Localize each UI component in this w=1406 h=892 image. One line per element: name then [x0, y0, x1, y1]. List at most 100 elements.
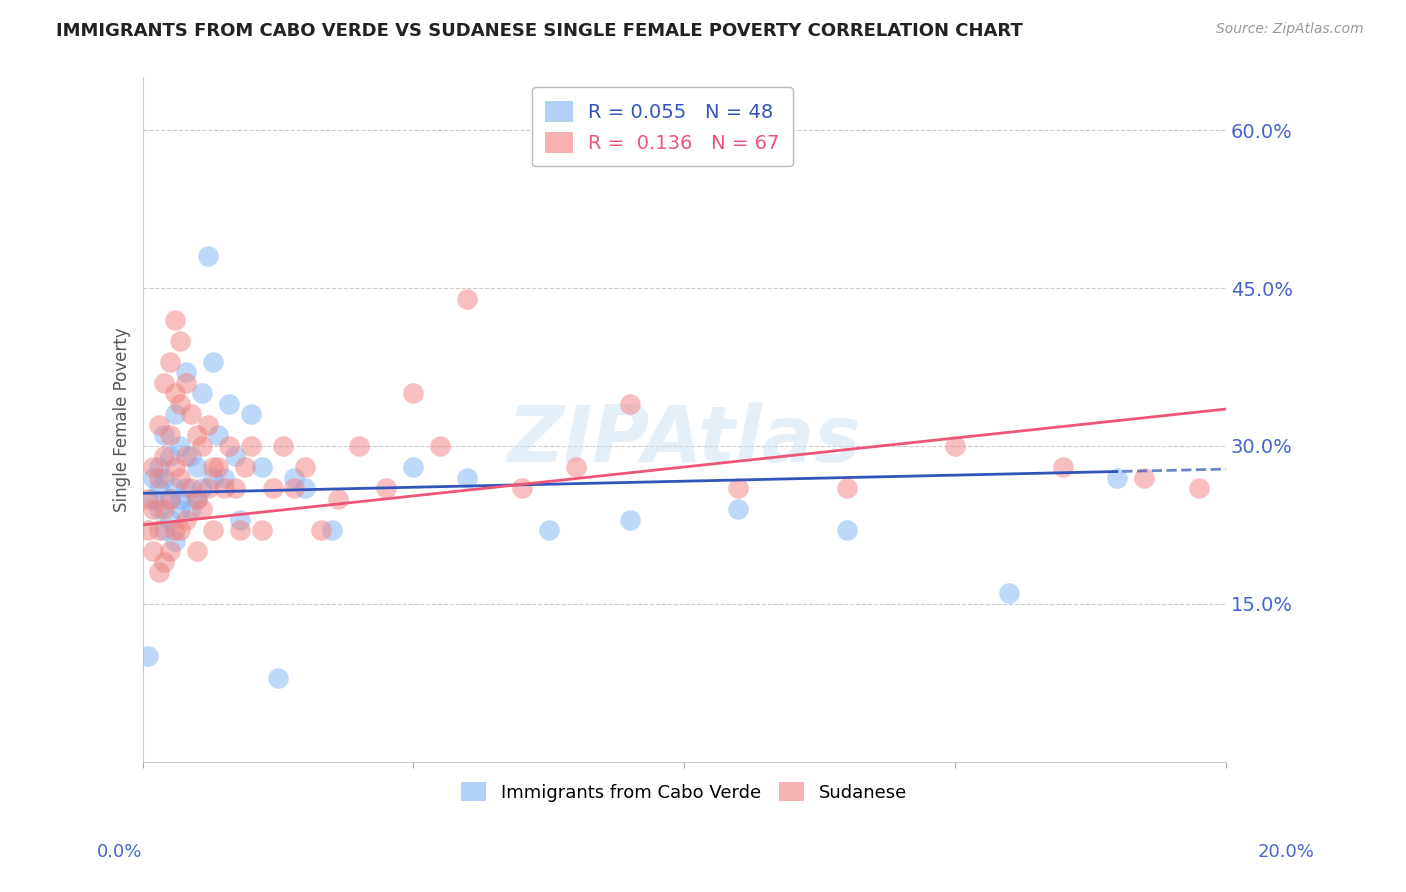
Text: 0.0%: 0.0% — [97, 843, 142, 861]
Point — [218, 397, 240, 411]
Point — [148, 502, 170, 516]
Point — [163, 386, 186, 401]
Legend: Immigrants from Cabo Verde, Sudanese: Immigrants from Cabo Verde, Sudanese — [449, 769, 920, 814]
Point — [218, 439, 240, 453]
Point — [148, 566, 170, 580]
Text: IMMIGRANTS FROM CABO VERDE VS SUDANESE SINGLE FEMALE POVERTY CORRELATION CHART: IMMIGRANTS FROM CABO VERDE VS SUDANESE S… — [56, 22, 1024, 40]
Point — [159, 544, 181, 558]
Point — [174, 481, 197, 495]
Point — [294, 481, 316, 495]
Point — [163, 533, 186, 548]
Point — [250, 460, 273, 475]
Point — [224, 450, 246, 464]
Point — [197, 417, 219, 432]
Point — [159, 491, 181, 506]
Point — [148, 523, 170, 537]
Text: ZIPAtlas: ZIPAtlas — [508, 402, 860, 478]
Point — [239, 439, 262, 453]
Point — [201, 460, 224, 475]
Point — [169, 491, 191, 506]
Point — [148, 481, 170, 495]
Point — [250, 523, 273, 537]
Point — [142, 460, 165, 475]
Point — [456, 292, 478, 306]
Point — [169, 397, 191, 411]
Point — [283, 470, 305, 484]
Point — [174, 513, 197, 527]
Point — [163, 408, 186, 422]
Point — [142, 491, 165, 506]
Point — [402, 460, 425, 475]
Point — [148, 470, 170, 484]
Point — [174, 365, 197, 379]
Point — [224, 481, 246, 495]
Point — [565, 460, 588, 475]
Point — [375, 481, 398, 495]
Text: Source: ZipAtlas.com: Source: ZipAtlas.com — [1216, 22, 1364, 37]
Point — [191, 502, 214, 516]
Point — [262, 481, 284, 495]
Point — [191, 481, 214, 495]
Point — [153, 428, 176, 442]
Point — [402, 386, 425, 401]
Point — [207, 460, 229, 475]
Point — [510, 481, 533, 495]
Point — [169, 439, 191, 453]
Point — [727, 481, 749, 495]
Point — [321, 523, 343, 537]
Point — [136, 491, 159, 506]
Point — [174, 450, 197, 464]
Point — [835, 481, 858, 495]
Point — [294, 460, 316, 475]
Point — [142, 470, 165, 484]
Point — [163, 460, 186, 475]
Point — [153, 502, 176, 516]
Point — [229, 513, 252, 527]
Point — [142, 544, 165, 558]
Point — [159, 450, 181, 464]
Point — [169, 334, 191, 348]
Point — [163, 312, 186, 326]
Point — [191, 386, 214, 401]
Point — [153, 555, 176, 569]
Point — [456, 470, 478, 484]
Point — [207, 428, 229, 442]
Point — [1133, 470, 1156, 484]
Point — [239, 408, 262, 422]
Point — [191, 439, 214, 453]
Point — [169, 470, 191, 484]
Point — [283, 481, 305, 495]
Point — [326, 491, 349, 506]
Point — [136, 523, 159, 537]
Point — [619, 513, 641, 527]
Point — [1107, 470, 1129, 484]
Point — [180, 450, 202, 464]
Point — [186, 460, 208, 475]
Point — [267, 671, 290, 685]
Point — [212, 470, 235, 484]
Point — [148, 460, 170, 475]
Point — [169, 523, 191, 537]
Point — [1188, 481, 1211, 495]
Point — [159, 354, 181, 368]
Point — [201, 354, 224, 368]
Point — [197, 481, 219, 495]
Point — [727, 502, 749, 516]
Point — [174, 376, 197, 390]
Point — [186, 544, 208, 558]
Point — [201, 523, 224, 537]
Point — [229, 523, 252, 537]
Point — [197, 249, 219, 263]
Point — [159, 428, 181, 442]
Point — [142, 502, 165, 516]
Point — [1052, 460, 1074, 475]
Point — [212, 481, 235, 495]
Point — [186, 491, 208, 506]
Point — [309, 523, 332, 537]
Point — [153, 450, 176, 464]
Point — [180, 481, 202, 495]
Point — [943, 439, 966, 453]
Point — [169, 502, 191, 516]
Point — [136, 649, 159, 664]
Point — [835, 523, 858, 537]
